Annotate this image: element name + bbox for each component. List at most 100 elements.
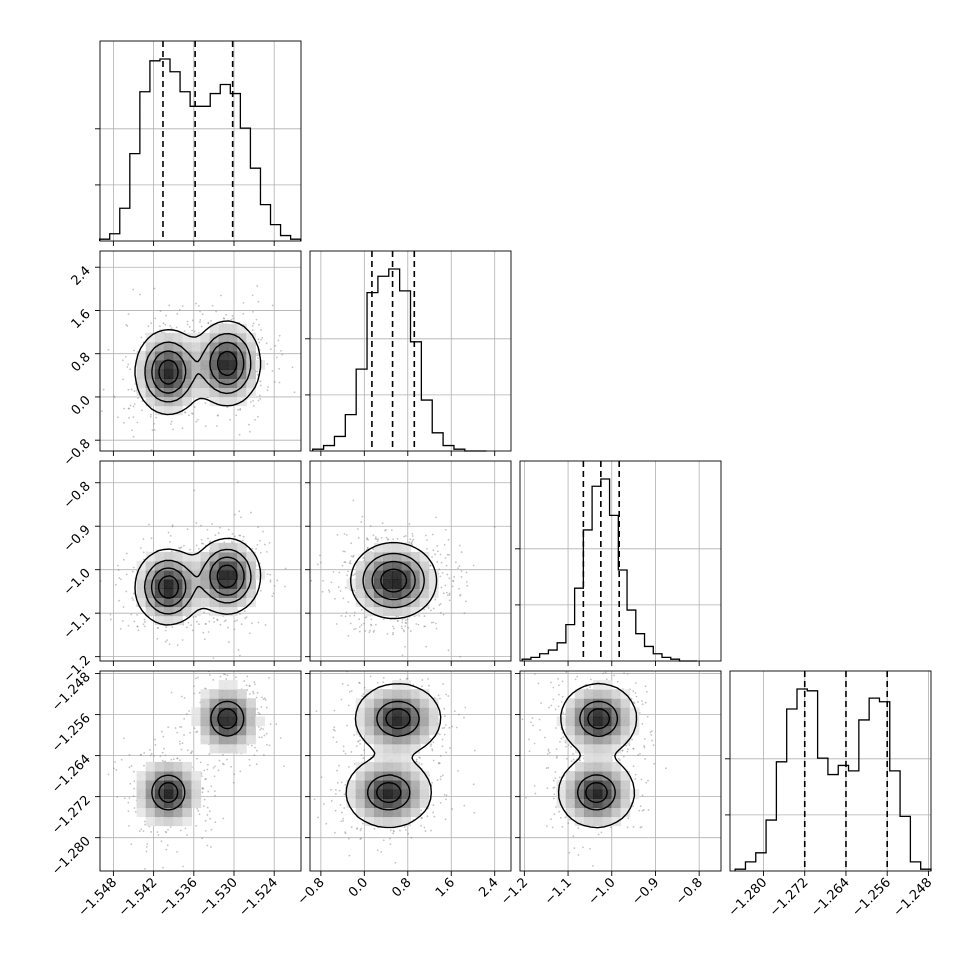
density-cell: [419, 570, 430, 580]
sample-point: [445, 751, 447, 754]
sample-point: [376, 540, 379, 543]
density-cell: [355, 789, 366, 799]
sample-point: [579, 759, 581, 762]
density-cell: [237, 743, 247, 754]
sample-point: [107, 773, 110, 776]
density-cell: [246, 561, 256, 571]
density-cell: [173, 551, 183, 562]
density-cell: [136, 360, 147, 370]
density-cell: [373, 542, 384, 553]
sample-point: [366, 547, 369, 550]
sample-point: [204, 687, 206, 690]
density-cell: [227, 351, 238, 361]
sample-point: [546, 787, 549, 790]
sample-point: [181, 742, 184, 744]
sample-point: [153, 754, 155, 757]
density-cell: [200, 725, 211, 736]
density-cell: [602, 743, 612, 754]
sample-point: [557, 705, 560, 708]
sample-point: [170, 691, 173, 694]
sample-point: [256, 370, 259, 373]
sample-point: [377, 538, 379, 541]
sample-point: [186, 749, 189, 752]
panel-frame: [99, 670, 302, 872]
sample-point: [208, 810, 211, 813]
sample-point: [393, 627, 395, 630]
sample-point: [400, 625, 403, 628]
density-cell: [182, 606, 192, 617]
density-cell: [182, 378, 192, 388]
sample-point: [252, 310, 254, 313]
sample-point: [181, 305, 184, 308]
sample-point: [199, 321, 201, 324]
density-cell: [182, 551, 192, 562]
sample-point: [387, 538, 390, 540]
sample-point: [202, 787, 204, 790]
sample-point: [261, 696, 263, 699]
density-cell: [191, 597, 202, 608]
sample-point: [639, 752, 641, 755]
sample-point: [463, 612, 466, 615]
sample-point: [140, 828, 143, 831]
sample-point: [212, 767, 215, 769]
sample-point: [264, 699, 267, 701]
sample-point: [360, 608, 363, 611]
sample-point: [348, 690, 351, 693]
sample-point: [552, 686, 555, 689]
sample-point: [448, 594, 451, 596]
density-cell: [392, 551, 402, 562]
sample-point: [136, 613, 138, 616]
density-cell: [209, 360, 220, 370]
sample-point: [392, 832, 394, 835]
sample-point: [465, 600, 467, 603]
density-cell: [364, 597, 375, 608]
sample-point: [432, 759, 435, 762]
density-cell: [200, 707, 211, 718]
sample-point: [233, 628, 236, 631]
density-cell: [419, 588, 430, 598]
sample-point: [426, 539, 428, 541]
sample-point: [127, 388, 130, 391]
sample-point: [162, 322, 165, 325]
density-cell: [237, 716, 247, 727]
sample-point: [555, 756, 558, 759]
density-cell: [556, 789, 567, 799]
density-cell: [173, 615, 183, 626]
density-cell: [410, 551, 421, 562]
sample-point: [157, 834, 160, 836]
sample-point: [150, 322, 153, 325]
sample-point: [419, 757, 422, 759]
sample-point: [555, 806, 557, 808]
sample-point: [203, 638, 206, 641]
density-cell: [136, 579, 147, 589]
sample-point: [133, 349, 135, 352]
density-cell: [246, 698, 256, 708]
sample-point: [188, 414, 190, 417]
density-cell: [182, 570, 192, 580]
sample-point: [176, 644, 179, 647]
density-cell: [355, 725, 366, 736]
sample-point: [445, 591, 448, 594]
sample-point: [408, 541, 411, 544]
density-cell: [364, 789, 375, 799]
sample-point: [138, 830, 141, 833]
density-cell: [593, 689, 603, 699]
density-cell: [346, 780, 357, 790]
density-cell: [611, 780, 622, 790]
density-cell: [145, 807, 156, 818]
density-cell: [163, 360, 174, 370]
density-cell: [383, 551, 393, 562]
density-cell: [191, 707, 202, 718]
sample-point: [589, 678, 592, 681]
sample-point: [427, 678, 430, 680]
sample-point: [218, 759, 221, 762]
sample-point: [237, 649, 240, 651]
sample-point: [195, 544, 198, 547]
density-cell: [246, 734, 256, 745]
density-cell: [410, 761, 421, 772]
density-cell: [583, 798, 594, 808]
sample-point: [451, 585, 454, 588]
sample-point: [553, 786, 556, 789]
sample-point: [427, 607, 430, 609]
sample-point: [369, 623, 372, 626]
